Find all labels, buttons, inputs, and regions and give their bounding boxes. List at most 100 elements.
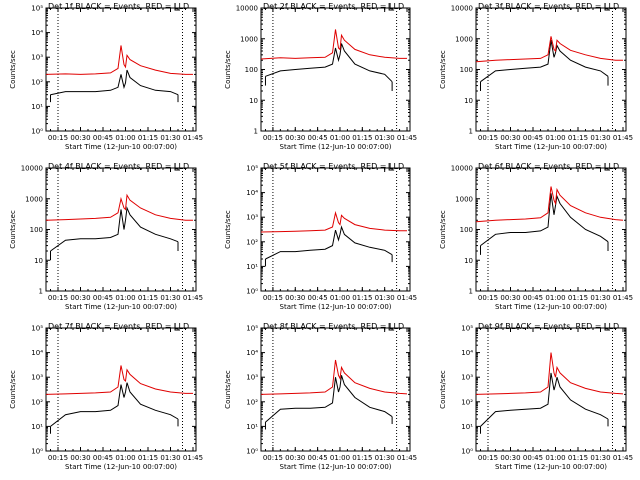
title-bracket-mark [388,3,395,11]
lld-series-line [475,186,624,223]
y-tick-label: 1000 [455,35,473,43]
plot-frame [45,327,197,452]
x-axis-label: Start Time (12-Jun-10 00:07:00) [495,463,607,471]
y-tick-label: 1 [469,128,473,136]
y-axis-label: Counts/sec [439,210,447,249]
lld-series-line [260,29,407,60]
title-bracket-mark [174,3,180,11]
y-tick-label: 10² [461,398,473,406]
x-axis-label: Start Time (12-Jun-10 00:07:00) [280,303,392,311]
y-tick-label: 100 [460,66,473,74]
lld-series-line [45,365,193,395]
y-axis-label: Counts/sec [224,370,232,409]
x-tick-label: 00:30 [285,294,305,302]
y-tick-label: 10² [31,78,43,86]
x-tick-label: 00:45 [308,294,328,302]
x-tick-label: 01:45 [397,294,417,302]
y-tick-label: 10³ [246,374,258,382]
x-tick-label: 00:30 [285,134,305,142]
events-series-line [480,372,609,427]
panel-9: 00:15 00:30 00:45 01:00 01:15 01:30 01:45 10⁰ 10… [439,322,633,471]
x-tick-label: 01:45 [183,134,203,142]
y-tick-label: 10⁵ [31,5,43,13]
y-tick-label: 10000 [451,5,473,13]
x-axis-label: Start Time (12-Jun-10 00:07:00) [495,303,607,311]
y-tick-label: 10⁵ [461,325,473,333]
x-tick-label: 00:15 [263,294,283,302]
y-tick-label: 10 [464,97,473,105]
x-tick-label: 01:00 [330,134,350,142]
x-tick-label: 01:15 [568,454,588,462]
y-tick-label: 10² [246,398,258,406]
x-tick-label: 01:30 [590,294,610,302]
x-tick-label: 01:00 [545,294,565,302]
y-tick-label: 1 [39,288,43,296]
x-tick-label: 01:00 [115,454,135,462]
x-tick-label: 00:30 [70,294,90,302]
x-tick-label: 00:45 [93,454,113,462]
y-tick-label: 10² [31,398,43,406]
x-axis-label: Start Time (12-Jun-10 00:07:00) [65,463,177,471]
y-tick-label: 1000 [240,35,258,43]
x-tick-label: 01:15 [352,294,372,302]
x-tick-label: 01:00 [330,454,350,462]
x-tick-label: 01:00 [545,134,565,142]
x-tick-label: 00:30 [70,454,90,462]
x-tick-label: 01:30 [160,454,180,462]
events-series-line [265,225,393,260]
x-axis-label: Start Time (12-Jun-10 00:07:00) [280,463,392,471]
x-tick-label: 01:00 [115,134,135,142]
x-tick-label: 00:15 [263,134,283,142]
y-tick-label: 10 [464,257,473,265]
panel-title: Det 8f BLACK = Events, RED = LLD [263,322,404,331]
y-tick-label: 10⁵ [31,325,43,333]
x-tick-label: 01:15 [352,134,372,142]
y-tick-label: 10 [34,257,43,265]
x-tick-label: 00:30 [500,134,520,142]
plot-frame [475,7,627,132]
x-tick-label: 00:15 [478,294,498,302]
y-tick-label: 10000 [236,5,258,13]
events-series-line [50,206,179,252]
y-tick-label: 1000 [455,195,473,203]
y-tick-label: 10¹ [461,423,473,431]
title-bracket-mark [174,163,180,171]
y-tick-label: 100 [30,226,43,234]
x-tick-label: 01:45 [613,454,633,462]
y-tick-label: 100 [460,226,473,234]
panel-8: 00:15 00:30 00:45 01:00 01:15 01:30 01:45 10⁰ 10… [224,322,417,471]
x-tick-label: 01:15 [352,454,372,462]
x-tick-label: 01:15 [568,294,588,302]
x-tick-label: 01:45 [397,134,417,142]
panel-4: 00:15 00:30 00:45 01:00 01:15 01:30 01:45 1 10 10… [9,162,203,311]
y-axis-label: Counts/sec [439,370,447,409]
y-tick-label: 10⁴ [31,349,43,357]
panel-1: 00:15 00:30 00:45 01:00 01:15 01:30 01:45 10⁰ 10… [9,2,203,151]
y-tick-label: 10⁰ [246,448,258,456]
x-tick-label: 01:15 [138,134,158,142]
y-tick-label: 10³ [31,374,43,382]
y-tick-label: 10⁴ [461,349,473,357]
x-tick-label: 01:00 [545,454,565,462]
title-bracket-mark [604,323,610,331]
y-tick-label: 10¹ [31,423,43,431]
x-tick-label: 00:30 [70,134,90,142]
plot-frame [45,167,197,292]
y-axis-label: Counts/sec [9,370,17,409]
panel-3: 00:15 00:30 00:45 01:00 01:15 01:30 01:45 1 10 10… [439,2,633,151]
lld-series-line [475,36,623,63]
x-tick-label: 01:30 [160,294,180,302]
y-tick-label: 1000 [25,195,43,203]
lld-series-line [45,45,193,75]
panel-title: Det 2f BLACK = Events, RED = LLD [263,2,404,11]
lld-series-line [475,352,624,395]
x-tick-label: 01:30 [590,134,610,142]
x-tick-label: 01:45 [613,294,633,302]
panel-title: Det 5f BLACK = Events, RED = LLD [263,162,404,171]
title-bracket-mark [174,323,180,331]
panel-title: Det 1f BLACK = Events, RED = LLD [48,2,189,11]
events-series-line [50,382,179,427]
y-tick-label: 10³ [461,374,473,382]
y-tick-label: 10⁰ [31,448,43,456]
x-tick-label: 00:15 [478,134,498,142]
